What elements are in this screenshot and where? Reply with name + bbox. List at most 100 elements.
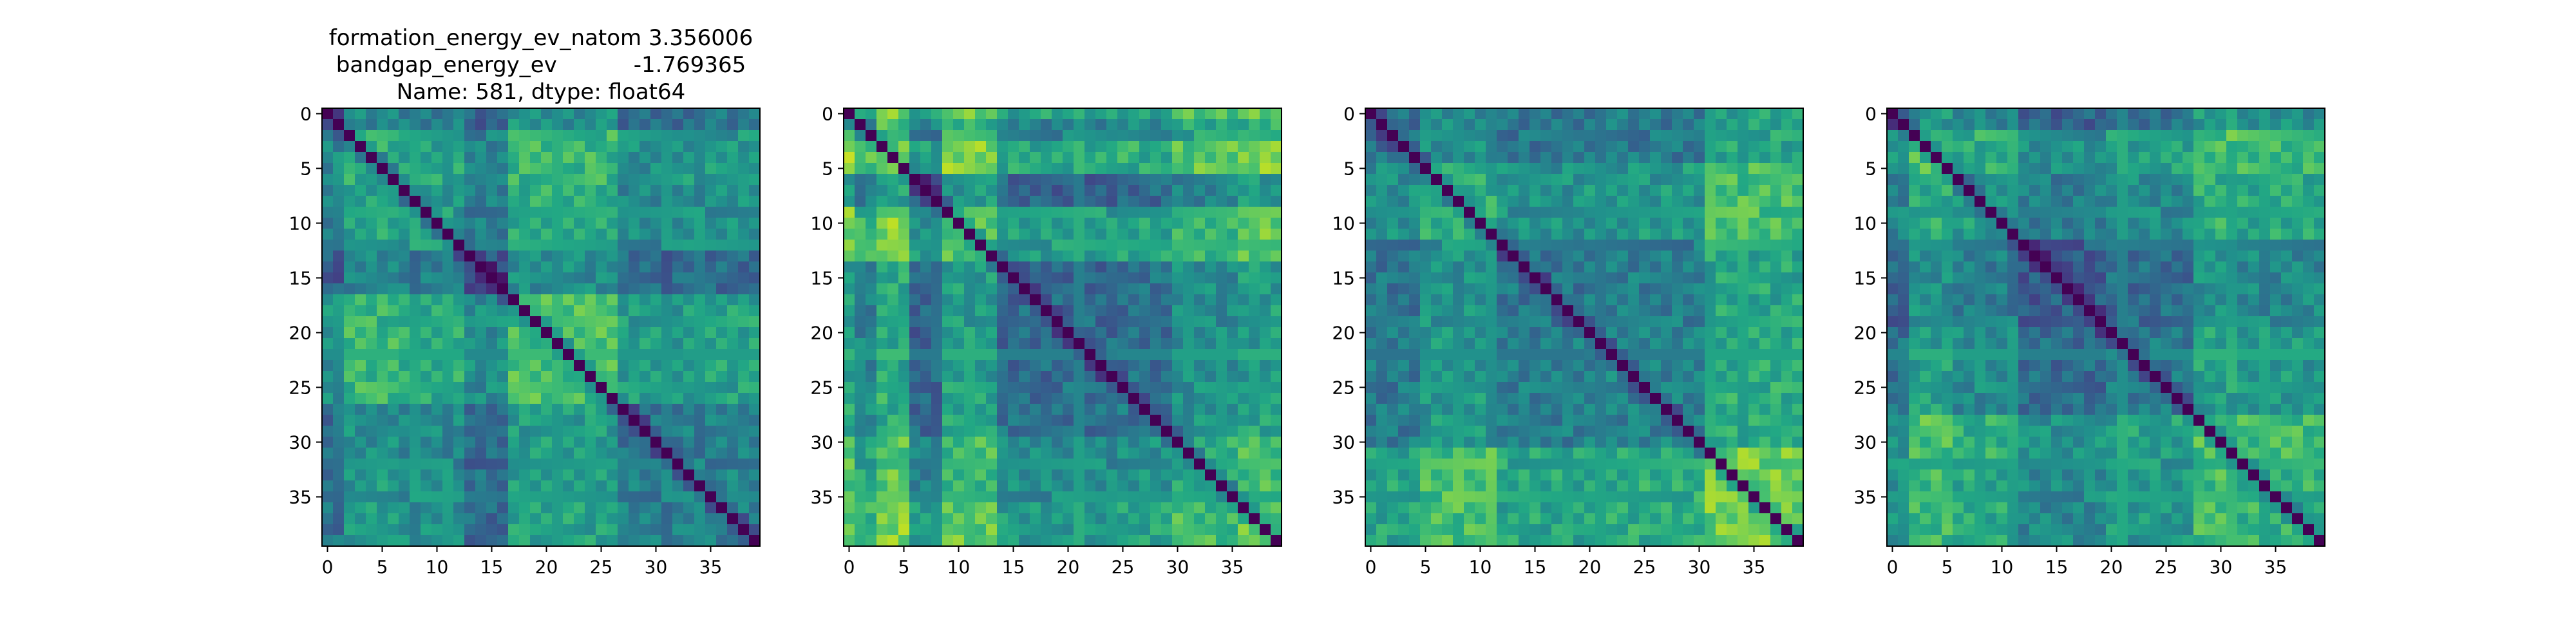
heatmap-cell: [629, 327, 640, 339]
heatmap-cell: [1106, 437, 1118, 448]
heatmap-cell: [1041, 185, 1052, 196]
heatmap-cell: [1639, 141, 1651, 153]
heatmap-cell: [975, 327, 987, 339]
heatmap-cell: [1694, 207, 1705, 218]
heatmap-cell: [1759, 174, 1771, 185]
heatmap-cell: [1606, 382, 1618, 393]
heatmap-cell: [366, 524, 377, 536]
x-tick-label: 0: [844, 556, 855, 578]
heatmap-cell: [1475, 513, 1486, 525]
heatmap-cell: [1519, 108, 1530, 120]
heatmap-cell: [844, 229, 855, 240]
heatmap-cell: [1183, 360, 1195, 372]
heatmap-cell: [650, 229, 662, 240]
heatmap-cell: [366, 480, 377, 492]
heatmap-cell: [453, 130, 465, 142]
heatmap-cell: [442, 229, 454, 240]
heatmap-cell: [1661, 338, 1672, 350]
heatmap-cell: [508, 218, 520, 229]
heatmap-cell: [1497, 393, 1508, 404]
heatmap-cell: [1431, 130, 1443, 142]
heatmap-cell: [1672, 393, 1683, 404]
heatmap-cell: [1205, 130, 1217, 142]
heatmap-cell: [1639, 415, 1651, 426]
heatmap-cell: [1420, 185, 1432, 196]
heatmap-cell: [1260, 382, 1271, 393]
heatmap-cell: [898, 524, 910, 536]
heatmap-cell: [683, 480, 695, 492]
heatmap-cell: [1398, 360, 1410, 372]
heatmap-cell: [410, 130, 421, 142]
heatmap-cell: [1672, 283, 1683, 295]
heatmap-cell: [388, 108, 399, 120]
heatmap-cell: [997, 480, 1009, 492]
heatmap-cell: [453, 437, 465, 448]
heatmap-cell: [1573, 152, 1585, 164]
heatmap-cell: [541, 261, 553, 273]
heatmap-cell: [1019, 305, 1030, 317]
heatmap-cell: [931, 272, 943, 284]
heatmap-cell: [574, 272, 585, 284]
heatmap-cell: [964, 294, 976, 306]
heatmap-cell: [1161, 327, 1173, 339]
heatmap-cell: [997, 119, 1009, 131]
heatmap-cell: [322, 196, 334, 207]
heatmap-cell: [986, 141, 998, 153]
heatmap-cell: [1365, 415, 1377, 426]
heatmap-cell: [453, 294, 465, 306]
heatmap-cell: [1781, 218, 1793, 229]
heatmap-cell: [1074, 469, 1085, 481]
heatmap-cell: [1128, 426, 1140, 437]
heatmap-cell: [931, 108, 943, 120]
heatmap-cell: [844, 185, 855, 196]
heatmap-cell: [975, 349, 987, 361]
heatmap-cell: [421, 316, 432, 328]
heatmap-cell: [1770, 152, 1782, 164]
heatmap-cell: [866, 185, 877, 196]
heatmap-cell: [1551, 163, 1563, 175]
heatmap-cell: [1074, 360, 1085, 372]
heatmap-cell: [552, 327, 564, 339]
heatmap-cell: [475, 163, 487, 175]
heatmap-cell: [1227, 163, 1238, 175]
heatmap-cell: [1030, 371, 1041, 383]
heatmap-cell: [639, 404, 651, 415]
heatmap-cell: [618, 130, 629, 142]
heatmap-cell: [399, 196, 410, 207]
heatmap-cell: [1606, 349, 1618, 361]
heatmap-cell: [442, 426, 454, 437]
heatmap-cell: [1030, 437, 1041, 448]
heatmap-cell: [1727, 349, 1738, 361]
heatmap-cell: [1041, 459, 1052, 470]
heatmap-cell: [1606, 207, 1618, 218]
heatmap-cell: [1161, 360, 1173, 372]
heatmap-cell: [530, 491, 542, 503]
heatmap-cell: [1705, 459, 1716, 470]
heatmap-cell: [541, 513, 553, 525]
heatmap-cell: [909, 338, 921, 350]
heatmap-cell: [1008, 459, 1019, 470]
heatmap-cell: [964, 502, 976, 514]
heatmap-cell: [1661, 360, 1672, 372]
heatmap-cell: [986, 218, 998, 229]
heatmap-cell: [1106, 371, 1118, 383]
heatmap-cell: [1497, 229, 1508, 240]
heatmap-cell: [1573, 393, 1585, 404]
heatmap-cell: [618, 535, 629, 547]
heatmap-cell: [1227, 218, 1238, 229]
heatmap-cell: [1595, 261, 1607, 273]
heatmap-cell: [1562, 491, 1574, 503]
heatmap-cell: [1781, 513, 1793, 525]
heatmap-cell: [1260, 469, 1271, 481]
heatmap-cell: [1376, 229, 1388, 240]
heatmap-cell: [366, 196, 377, 207]
heatmap-cell: [1019, 415, 1030, 426]
heatmap-cell: [464, 393, 476, 404]
heatmap-cell: [322, 437, 334, 448]
heatmap-cell: [1672, 491, 1683, 503]
heatmap-cell: [887, 108, 899, 120]
y-tick-label: 20: [1332, 323, 1355, 344]
heatmap-cell: [475, 327, 487, 339]
heatmap-cell: [986, 360, 998, 372]
heatmap-cell: [705, 283, 717, 295]
